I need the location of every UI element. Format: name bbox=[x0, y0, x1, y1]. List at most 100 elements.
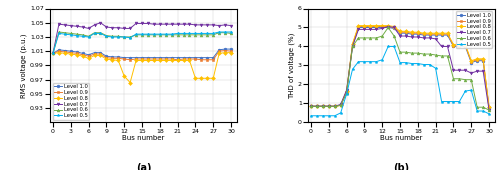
Line: Level 0.9: Level 0.9 bbox=[52, 49, 233, 61]
Level 0.5 bbox=[320, 115, 326, 117]
Level 0.8 bbox=[74, 54, 80, 56]
Level 0.9 bbox=[486, 106, 492, 108]
Level 0.8 bbox=[86, 57, 91, 59]
Level 0.8 bbox=[480, 58, 486, 60]
Level 0.9 bbox=[468, 61, 474, 63]
Level 0.7 bbox=[468, 72, 474, 74]
Level 0.9 bbox=[222, 49, 228, 52]
Level 0.8 bbox=[338, 104, 344, 106]
Level 0.9 bbox=[116, 57, 121, 59]
Level 0.5 bbox=[151, 33, 157, 35]
Level 0.8 bbox=[92, 54, 98, 56]
Level 1.0 bbox=[356, 27, 362, 29]
Level 0.9 bbox=[151, 58, 157, 60]
Level 0.6 bbox=[326, 105, 332, 107]
Level 0.9 bbox=[168, 58, 174, 60]
Level 0.9 bbox=[397, 31, 403, 33]
Level 0.8 bbox=[308, 105, 314, 107]
Level 0.8 bbox=[139, 59, 145, 62]
Level 0.7 bbox=[210, 24, 216, 26]
Level 0.6 bbox=[444, 55, 450, 57]
Level 1.0 bbox=[139, 57, 145, 59]
Level 0.5 bbox=[344, 93, 349, 95]
Level 0.5 bbox=[486, 113, 492, 115]
Level 0.9 bbox=[444, 33, 450, 35]
Level 0.9 bbox=[450, 45, 456, 47]
Level 0.9 bbox=[474, 59, 480, 61]
Level 0.5 bbox=[104, 35, 110, 37]
Level 0.6 bbox=[450, 78, 456, 80]
Level 0.8 bbox=[385, 25, 391, 27]
Y-axis label: THD of voltage (%): THD of voltage (%) bbox=[288, 32, 295, 99]
Level 0.6 bbox=[174, 34, 180, 36]
Level 0.9 bbox=[385, 26, 391, 28]
Level 0.6 bbox=[468, 79, 474, 81]
Level 0.6 bbox=[462, 79, 468, 81]
Level 0.5 bbox=[403, 62, 409, 64]
Level 0.5 bbox=[468, 89, 474, 91]
Level 0.8 bbox=[56, 52, 62, 54]
Level 0.9 bbox=[438, 33, 444, 35]
Level 1.0 bbox=[314, 105, 320, 107]
Level 0.7 bbox=[162, 23, 168, 25]
Level 0.6 bbox=[320, 105, 326, 107]
Level 1.0 bbox=[80, 52, 86, 54]
Level 1.0 bbox=[222, 48, 228, 50]
Level 0.8 bbox=[174, 59, 180, 62]
Level 0.5 bbox=[168, 33, 174, 35]
Level 0.8 bbox=[344, 90, 349, 92]
Level 0.9 bbox=[210, 59, 216, 61]
Level 0.7 bbox=[62, 24, 68, 26]
Level 1.0 bbox=[397, 32, 403, 34]
Level 0.8 bbox=[162, 59, 168, 62]
Level 0.7 bbox=[379, 27, 385, 29]
Level 0.9 bbox=[320, 105, 326, 107]
Level 0.6 bbox=[74, 33, 80, 35]
Level 1.0 bbox=[409, 33, 415, 35]
Level 1.0 bbox=[110, 56, 116, 58]
Level 0.5 bbox=[121, 36, 127, 38]
Level 0.5 bbox=[421, 63, 427, 65]
Level 0.6 bbox=[186, 34, 192, 36]
Level 0.8 bbox=[468, 60, 474, 62]
Level 0.5 bbox=[432, 67, 438, 69]
Level 0.8 bbox=[62, 52, 68, 54]
X-axis label: Bus number: Bus number bbox=[380, 135, 422, 141]
Level 1.0 bbox=[374, 27, 380, 29]
Level 0.5 bbox=[192, 32, 198, 35]
Level 0.5 bbox=[391, 45, 397, 47]
Level 0.6 bbox=[350, 45, 356, 47]
Level 0.7 bbox=[168, 23, 174, 25]
Level 0.6 bbox=[385, 27, 391, 29]
Level 0.5 bbox=[415, 63, 421, 65]
Level 0.5 bbox=[56, 32, 62, 35]
Level 1.0 bbox=[385, 27, 391, 29]
Level 0.5 bbox=[308, 115, 314, 117]
Level 0.7 bbox=[421, 37, 427, 39]
Level 0.8 bbox=[326, 105, 332, 107]
Level 0.5 bbox=[462, 90, 468, 92]
Level 0.5 bbox=[409, 63, 415, 65]
Level 0.7 bbox=[174, 23, 180, 25]
Level 0.9 bbox=[462, 45, 468, 47]
Level 0.5 bbox=[474, 110, 480, 112]
Level 0.6 bbox=[104, 35, 110, 37]
Level 1.0 bbox=[204, 57, 210, 59]
Level 1.0 bbox=[216, 49, 222, 51]
Level 0.7 bbox=[332, 105, 338, 107]
Level 0.6 bbox=[222, 32, 228, 34]
Level 1.0 bbox=[74, 51, 80, 53]
Level 0.9 bbox=[86, 55, 91, 57]
Level 0.8 bbox=[216, 52, 222, 54]
Level 0.6 bbox=[426, 53, 432, 55]
Level 0.8 bbox=[450, 44, 456, 46]
Level 0.7 bbox=[80, 26, 86, 28]
Level 0.7 bbox=[344, 89, 349, 91]
Level 0.8 bbox=[50, 52, 56, 54]
Level 0.7 bbox=[192, 24, 198, 26]
Level 1.0 bbox=[468, 62, 474, 64]
Level 0.7 bbox=[474, 70, 480, 72]
Level 0.9 bbox=[174, 59, 180, 61]
Level 0.5 bbox=[210, 32, 216, 35]
Level 1.0 bbox=[198, 57, 204, 59]
